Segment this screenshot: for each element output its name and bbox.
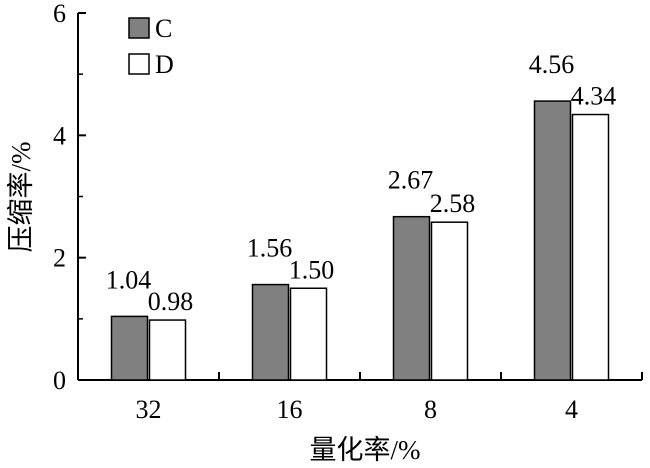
data-label-D-16: 1.50 (289, 255, 335, 284)
y-tick-label: 4 (53, 121, 66, 150)
bar-C-16 (251, 283, 290, 381)
bars (110, 100, 610, 381)
data-label-D-4: 4.34 (571, 82, 617, 111)
bar-D-16 (289, 287, 328, 381)
data-label-C-4: 4.56 (529, 50, 575, 79)
data-labels: 1.040.98 1.561.50 2.672.58 4.56 4.34 (106, 50, 617, 316)
bar-C-4 (533, 100, 572, 381)
data-label-C-32: 1.04 (106, 265, 152, 294)
y-tick-label: 0 (53, 366, 66, 395)
x-tick-label: 8 (424, 395, 437, 424)
data-label-C-8: 2.67 (388, 166, 434, 195)
legend-swatch-C (128, 17, 150, 39)
x-axis-title: 量化率/% (310, 435, 421, 465)
legend-label-C: C (155, 14, 172, 43)
bar-D-8 (430, 221, 469, 381)
bar-D-4 (571, 113, 610, 381)
data-label-C-16: 1.56 (247, 234, 293, 263)
legend-label-D: D (155, 50, 174, 79)
y-tick-label: 6 (53, 0, 66, 28)
legend: CD (128, 14, 174, 79)
legend-swatch-D (128, 53, 150, 75)
bar-D-32 (148, 319, 187, 381)
y-tick-label: 2 (53, 244, 66, 273)
x-tick-label: 16 (277, 395, 303, 424)
bar-C-32 (110, 315, 149, 381)
x-tick-label: 4 (565, 395, 578, 424)
y-axis-title: 压缩率/% (6, 142, 36, 253)
bar-C-8 (392, 215, 431, 381)
data-label-D-8: 2.58 (430, 189, 476, 218)
data-label-D-32: 0.98 (148, 287, 194, 316)
x-tick-label: 32 (136, 395, 162, 424)
